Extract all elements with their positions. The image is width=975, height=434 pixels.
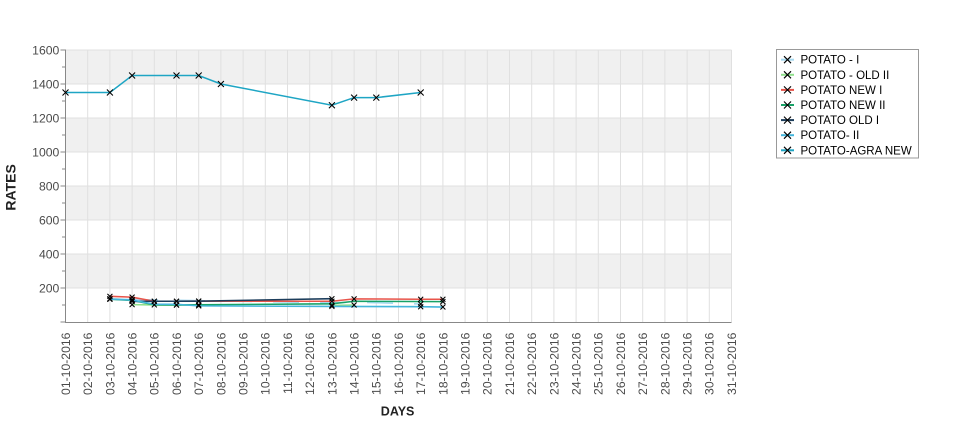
svg-text:24-10-2016: 24-10-2016 (570, 332, 584, 395)
svg-text:POTATO - I: POTATO - I (801, 55, 860, 67)
svg-text:25-10-2016: 25-10-2016 (592, 332, 606, 395)
svg-text:04-10-2016: 04-10-2016 (126, 332, 140, 395)
svg-text:800: 800 (39, 180, 60, 194)
svg-text:06-10-2016: 06-10-2016 (170, 332, 184, 395)
svg-text:23-10-2016: 23-10-2016 (547, 332, 561, 395)
svg-text:12-10-2016: 12-10-2016 (303, 332, 317, 395)
svg-text:17-10-2016: 17-10-2016 (414, 332, 428, 395)
svg-text:11-10-2016: 11-10-2016 (281, 332, 295, 394)
svg-text:600: 600 (39, 214, 60, 228)
svg-text:21-10-2016: 21-10-2016 (503, 332, 517, 395)
svg-text:14-10-2016: 14-10-2016 (348, 332, 362, 395)
svg-text:27-10-2016: 27-10-2016 (636, 332, 650, 395)
svg-text:1600: 1600 (32, 44, 59, 58)
svg-text:13-10-2016: 13-10-2016 (325, 332, 339, 395)
svg-text:29-10-2016: 29-10-2016 (681, 332, 695, 395)
svg-text:RATES: RATES (3, 164, 19, 210)
svg-text:16-10-2016: 16-10-2016 (392, 332, 406, 395)
svg-text:22-10-2016: 22-10-2016 (525, 332, 539, 395)
svg-text:1000: 1000 (32, 146, 59, 160)
svg-text:POTATO NEW I: POTATO NEW I (801, 85, 883, 97)
svg-text:26-10-2016: 26-10-2016 (614, 332, 628, 395)
svg-text:02-10-2016: 02-10-2016 (81, 332, 95, 395)
svg-text:1400: 1400 (32, 78, 59, 92)
svg-text:28-10-2016: 28-10-2016 (658, 332, 672, 395)
svg-text:POTATO- II: POTATO- II (801, 130, 860, 142)
svg-text:01-10-2016: 01-10-2016 (59, 332, 73, 395)
svg-text:20-10-2016: 20-10-2016 (481, 332, 495, 395)
svg-text:05-10-2016: 05-10-2016 (148, 332, 162, 395)
svg-text:31-10-2016: 31-10-2016 (725, 332, 739, 395)
svg-text:POTATO NEW II: POTATO NEW II (801, 100, 886, 112)
svg-text:10-10-2016: 10-10-2016 (259, 332, 273, 395)
svg-text:07-10-2016: 07-10-2016 (192, 332, 206, 395)
svg-text:30-10-2016: 30-10-2016 (703, 332, 717, 395)
svg-text:03-10-2016: 03-10-2016 (103, 332, 117, 395)
svg-text:1200: 1200 (32, 112, 59, 126)
svg-text:POTATO-AGRA NEW: POTATO-AGRA NEW (801, 145, 912, 157)
svg-text:POTATO OLD I: POTATO OLD I (801, 115, 880, 127)
svg-text:DAYS: DAYS (381, 405, 415, 419)
svg-text:400: 400 (39, 248, 60, 262)
svg-text:200: 200 (39, 282, 60, 296)
svg-text:19-10-2016: 19-10-2016 (459, 332, 473, 395)
svg-text:POTATO - OLD II: POTATO - OLD II (801, 70, 890, 82)
svg-text:08-10-2016: 08-10-2016 (214, 332, 228, 395)
svg-text:18-10-2016: 18-10-2016 (436, 332, 450, 395)
svg-text:15-10-2016: 15-10-2016 (370, 332, 384, 395)
svg-text:09-10-2016: 09-10-2016 (237, 332, 251, 395)
